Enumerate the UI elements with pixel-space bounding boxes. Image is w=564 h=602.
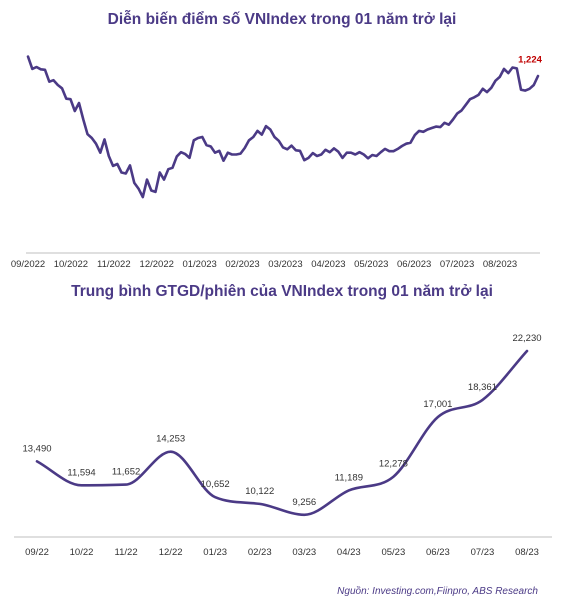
x-tick-label: 02/23 <box>248 547 272 558</box>
x-tick-label: 11/2022 <box>97 259 131 270</box>
x-tick-label: 01/23 <box>203 547 227 558</box>
data-label: 14,253 <box>156 434 185 445</box>
x-tick-label: 10/22 <box>70 547 94 558</box>
x-tick-label: 10/2022 <box>54 259 88 270</box>
x-tick-label: 08/23 <box>515 547 539 558</box>
data-label: 13,490 <box>22 443 51 454</box>
x-tick-label: 07/2023 <box>440 259 474 270</box>
vnindex-series-line <box>26 55 540 199</box>
x-tick-label: 08/2023 <box>483 259 517 270</box>
x-tick-label: 05/2023 <box>354 259 388 270</box>
data-label: 22,230 <box>512 333 541 344</box>
chart-title-vnindex: Diễn biến điểm số VNIndex trong 01 năm t… <box>107 11 457 28</box>
data-label: 11,189 <box>335 472 363 483</box>
chart-title-gtgd: Trung bình GTGD/phiên của VNIndex trong … <box>71 283 493 300</box>
x-tick-label: 04/2023 <box>311 259 345 270</box>
x-tick-label: 03/23 <box>292 547 316 558</box>
vnindex-line-chart: 09/2022 10/2022 11/2022 12/2022 01/2023 02/20… <box>11 54 543 270</box>
x-tick-label: 01/2023 <box>182 259 216 270</box>
x-tick-label: 06/23 <box>426 547 450 558</box>
x-tick-label: 03/2023 <box>268 259 302 270</box>
data-label: 17,001 <box>423 399 452 410</box>
data-label: 11,652 <box>112 467 140 478</box>
last-value-label: 1,224 <box>518 54 542 65</box>
gtgd-line-chart: 09/22 10/22 11/22 12/22 01/23 02/23 03/23 04/23… <box>14 333 552 558</box>
x-tick-label: 07/23 <box>471 547 495 558</box>
x-tick-label: 09/22 <box>25 547 49 558</box>
data-label: 12,278 <box>379 459 408 470</box>
x-tick-label: 11/22 <box>115 547 138 558</box>
x-tick-label: 06/2023 <box>397 259 431 270</box>
data-label: 18,361 <box>468 382 497 393</box>
x-tick-label: 04/23 <box>337 547 361 558</box>
x-tick-label: 12/22 <box>159 547 183 558</box>
data-label: 10,122 <box>245 486 274 497</box>
x-tick-label: 02/2023 <box>225 259 259 270</box>
data-label: 10,652 <box>201 479 230 490</box>
x-tick-label: 05/23 <box>381 547 405 558</box>
data-label: 11,594 <box>67 467 95 478</box>
data-label: 9,256 <box>292 497 316 508</box>
gtgd-series-line <box>35 349 529 517</box>
x-tick-label: 12/2022 <box>140 259 174 270</box>
x-tick-label: 09/2022 <box>11 259 45 270</box>
source-note: Nguồn: Investing.com,Fiinpro, ABS Resear… <box>337 586 538 597</box>
